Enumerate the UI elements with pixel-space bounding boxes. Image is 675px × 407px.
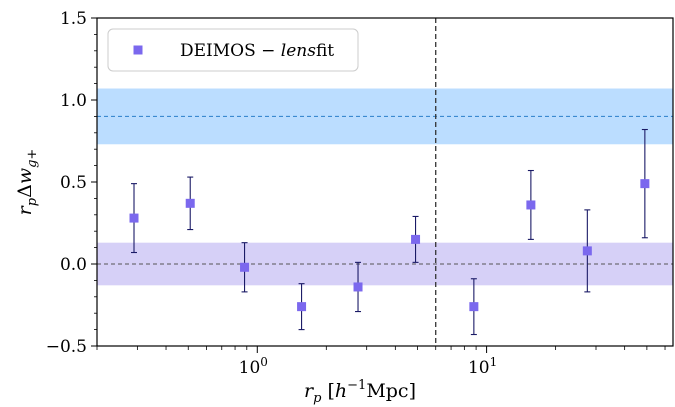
point-marker	[297, 302, 307, 312]
data-point	[129, 183, 139, 254]
y-tick-label: 1.0	[60, 91, 87, 111]
data-point	[185, 176, 195, 231]
x-tick-label: 101	[468, 355, 497, 378]
legend: DEIMOS − lensfit	[107, 28, 359, 72]
ticks-layer	[91, 17, 666, 353]
y-tick-label: 1.5	[60, 9, 87, 29]
y-tick-label: 0.0	[60, 255, 87, 275]
data-point	[640, 128, 650, 239]
data-point	[297, 283, 307, 331]
data-point	[526, 169, 536, 240]
bands-layer	[97, 88, 673, 286]
point-marker	[129, 213, 139, 223]
point-marker	[582, 246, 592, 256]
legend-box	[107, 28, 359, 72]
data-point	[582, 209, 592, 293]
x-axis-label: rp [h−1Mpc]	[304, 378, 416, 406]
point-marker	[526, 200, 536, 210]
point-marker	[469, 302, 479, 312]
y-tick-label: 0.5	[60, 173, 87, 193]
data-point	[353, 261, 363, 313]
y-axis-label: rpΔwg+	[14, 149, 40, 216]
point-marker	[353, 282, 363, 292]
labels-layer: −0.5 0.0 0.5 1.0 1.5 100 101 rp [h−1Mpc] rpΔwg+	[14, 9, 497, 406]
y-tick-label: −0.5	[46, 337, 87, 357]
x-tick-label: 100	[239, 355, 268, 378]
point-marker	[640, 179, 650, 189]
data-point	[469, 278, 479, 336]
data-point	[240, 242, 250, 293]
point-marker	[185, 198, 195, 208]
point-marker	[240, 262, 250, 272]
data-point	[411, 215, 421, 263]
legend-label: DEIMOS − lensfit	[180, 41, 334, 61]
legend-marker	[133, 45, 143, 55]
points-layer	[129, 128, 650, 336]
point-marker	[411, 234, 421, 244]
